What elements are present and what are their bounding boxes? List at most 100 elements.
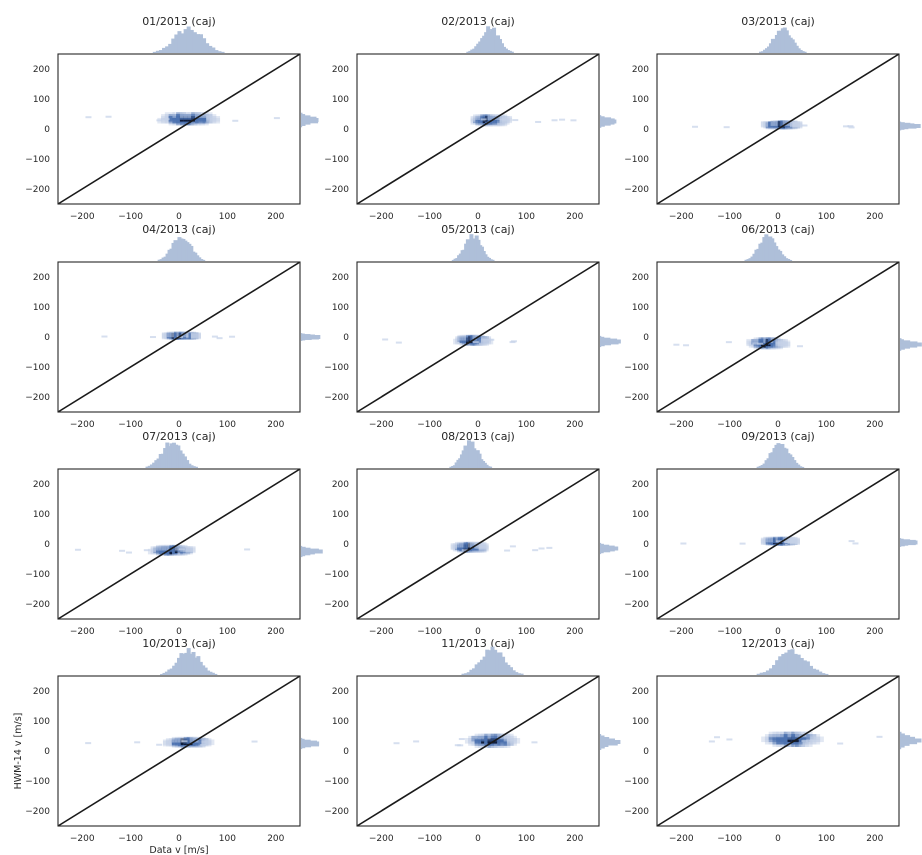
marginal-bar bbox=[600, 336, 605, 341]
y-tick-label: 0 bbox=[643, 125, 649, 135]
heatmap-bin bbox=[551, 119, 558, 122]
heatmap-bin bbox=[125, 551, 132, 554]
marginal-bar bbox=[784, 652, 789, 675]
y-tick-label: 100 bbox=[33, 510, 50, 520]
heatmap-bin bbox=[510, 738, 521, 744]
marginal-bar bbox=[174, 662, 179, 675]
heatmap-bin bbox=[683, 344, 690, 347]
marginal-bar bbox=[193, 466, 198, 468]
marginal-bar bbox=[809, 665, 813, 675]
heatmap-bin bbox=[244, 548, 251, 551]
y-tick-label: −200 bbox=[25, 600, 50, 610]
marginal-bar bbox=[790, 649, 795, 675]
marginal-bar bbox=[600, 116, 605, 121]
x-tick-label: 100 bbox=[518, 627, 535, 637]
heatmap-bin bbox=[509, 545, 516, 548]
y-tick-label: −100 bbox=[25, 570, 50, 580]
y-tick-label: 100 bbox=[332, 717, 349, 727]
marginal-bar bbox=[199, 34, 203, 53]
marginal-bar bbox=[756, 673, 761, 675]
subplot: 12/2013 (caj) −200 −100 0 100 200 −200 −100 0 100… bbox=[624, 637, 922, 844]
x-tick-label: −100 bbox=[118, 212, 143, 222]
marginal-bar bbox=[778, 656, 783, 675]
x-tick-label: 0 bbox=[775, 420, 781, 430]
heatmap-bin bbox=[478, 543, 489, 549]
marginal-bar bbox=[158, 453, 163, 468]
marginal-bar bbox=[781, 653, 786, 675]
plot-frame bbox=[57, 53, 301, 205]
marginal-bar bbox=[793, 653, 798, 675]
y-tick-label: 0 bbox=[44, 333, 50, 343]
x-tick-label: −100 bbox=[717, 212, 742, 222]
marginal-bar bbox=[205, 43, 210, 53]
heatmap-bin bbox=[251, 740, 258, 743]
marginal-bar bbox=[477, 662, 482, 675]
x-tick-label: 100 bbox=[818, 627, 835, 637]
heatmap-bin bbox=[842, 125, 849, 128]
heatmap-bin bbox=[413, 740, 420, 743]
y-tick-label: 0 bbox=[44, 747, 50, 757]
heatmap bbox=[74, 544, 251, 556]
marginal-bar bbox=[167, 446, 172, 468]
heatmap-bin bbox=[480, 118, 487, 121]
marginal-bar bbox=[214, 50, 219, 53]
x-tick-label: 0 bbox=[176, 212, 182, 222]
y-tick-label: −200 bbox=[624, 807, 649, 817]
subplot: 08/2013 (caj) −200 −100 0 100 200 −200 −100 0 100… bbox=[324, 430, 619, 637]
x-tick-label: −200 bbox=[669, 212, 694, 222]
marginal-bar bbox=[900, 121, 902, 126]
heatmap-bin bbox=[474, 334, 485, 341]
marginal-bar bbox=[174, 34, 179, 53]
heatmap-bin bbox=[512, 119, 519, 122]
y-tick-label: 200 bbox=[332, 273, 349, 283]
marginal-bar bbox=[787, 649, 792, 675]
marginal-bar bbox=[178, 450, 183, 468]
marginal-bar bbox=[191, 466, 196, 468]
marginal-bar bbox=[501, 656, 506, 675]
plot-frame bbox=[656, 53, 900, 205]
marginal-bar bbox=[160, 453, 165, 468]
heatmap-bin bbox=[726, 738, 733, 741]
heatmap-bin bbox=[395, 341, 402, 344]
y-tick-label: 0 bbox=[343, 333, 349, 343]
reference-line bbox=[356, 468, 600, 620]
x-tick-label: −100 bbox=[417, 834, 442, 844]
heatmap bbox=[692, 120, 855, 130]
heatmap bbox=[450, 541, 553, 553]
x-tick-label: 0 bbox=[176, 627, 182, 637]
heatmap-bin bbox=[229, 335, 236, 338]
y-tick-label: −200 bbox=[25, 393, 50, 403]
x-tick-label: 0 bbox=[775, 627, 781, 637]
heatmap-bin bbox=[143, 549, 150, 552]
marginal-bar bbox=[509, 667, 513, 675]
plot-frame bbox=[57, 468, 301, 620]
y-tick-label: 100 bbox=[632, 717, 649, 727]
marginal-bar bbox=[195, 34, 200, 53]
reference-line bbox=[57, 675, 301, 827]
marginal-bar bbox=[213, 673, 218, 675]
y-tick-label: 100 bbox=[632, 510, 649, 520]
y-tick-label: 200 bbox=[332, 687, 349, 697]
heatmap-bin bbox=[216, 337, 223, 340]
x-tick-label: 0 bbox=[775, 212, 781, 222]
marginal-bar bbox=[768, 668, 773, 675]
heatmap-bin bbox=[181, 740, 188, 743]
heatmap-bin bbox=[85, 742, 92, 745]
x-tick-label: 0 bbox=[475, 212, 481, 222]
marginal-bar bbox=[464, 673, 469, 675]
heatmap-bin bbox=[211, 335, 218, 338]
y-tick-label: −200 bbox=[25, 185, 50, 195]
marginal-bar bbox=[600, 115, 602, 120]
subplot: 01/2013 (caj) −200 −100 0 100 200 −200 −100 0 100… bbox=[25, 15, 319, 222]
heatmap-bin bbox=[119, 549, 126, 552]
y-tick-label: 0 bbox=[343, 540, 349, 550]
x-tick-label: −100 bbox=[417, 212, 442, 222]
heatmap-bin bbox=[546, 546, 553, 549]
y-tick-label: −200 bbox=[324, 185, 349, 195]
x-tick-label: −200 bbox=[669, 627, 694, 637]
marginal-bar bbox=[514, 672, 519, 675]
x-tick-label: 100 bbox=[219, 420, 236, 430]
heatmap-bin bbox=[178, 548, 185, 551]
heatmap bbox=[673, 337, 803, 350]
heatmap-bin bbox=[559, 118, 566, 121]
